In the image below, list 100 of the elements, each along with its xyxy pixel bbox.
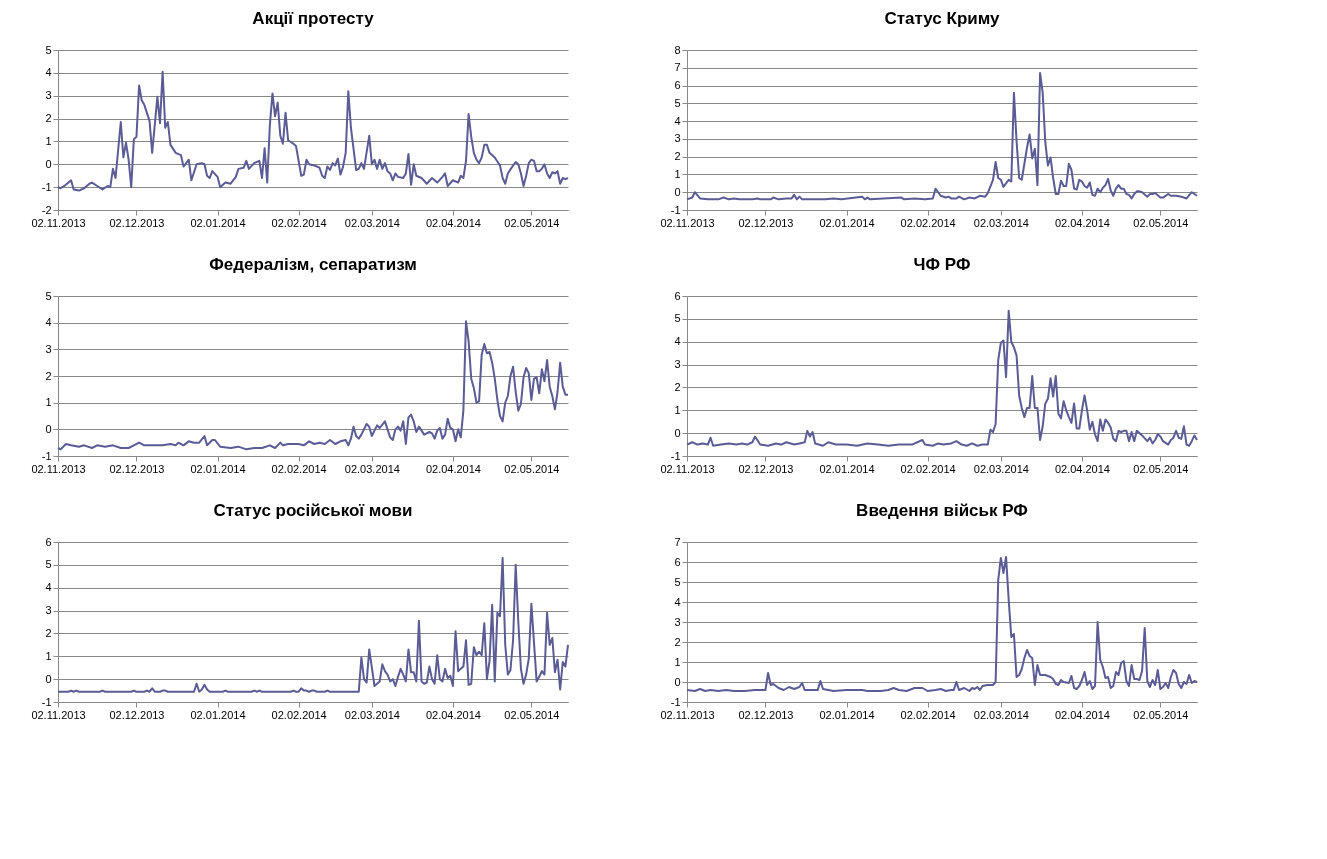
x-tick-label: 02.05.2014	[1133, 216, 1189, 229]
y-tick-label: 2	[674, 380, 681, 393]
x-tick-label: 02.03.2014	[344, 216, 400, 229]
y-tick-label: 5	[45, 558, 52, 571]
x-tick-label: 02.02.2014	[900, 462, 956, 475]
x-tick-label: 02.04.2014	[1054, 708, 1110, 721]
y-tick-label: 3	[45, 604, 52, 617]
x-tick-label: 02.04.2014	[1054, 216, 1110, 229]
y-tick-label: -1	[41, 695, 52, 708]
y-tick-label: 6	[45, 535, 52, 548]
x-tick-label: 02.12.2013	[109, 708, 165, 721]
y-tick-label: -1	[41, 449, 52, 462]
x-tick-label: 02.03.2014	[344, 462, 400, 475]
x-tick-label: 02.05.2014	[504, 462, 560, 475]
chart-title: Акції протесту	[252, 9, 375, 28]
y-tick-label: 3	[45, 89, 52, 102]
y-tick-label: 4	[674, 335, 681, 348]
x-tick-label: 02.01.2014	[819, 708, 875, 721]
chart-title: Статус російської мови	[213, 501, 413, 520]
x-tick-label: 02.12.2013	[738, 708, 794, 721]
chart-title: Федералізм, сепаратизм	[209, 255, 417, 274]
x-tick-label: 02.05.2014	[504, 708, 560, 721]
y-tick-label: 8	[674, 43, 681, 56]
y-tick-label: 4	[45, 581, 52, 594]
y-tick-label: 4	[674, 114, 681, 127]
x-tick-label: 02.02.2014	[271, 462, 327, 475]
x-tick-label: 02.12.2013	[109, 462, 165, 475]
y-tick-label: 6	[674, 555, 681, 568]
x-tick-label: 02.11.2013	[31, 216, 86, 229]
x-tick-label: 02.05.2014	[1133, 462, 1189, 475]
x-tick-label: 02.12.2013	[738, 216, 794, 229]
y-tick-label: 0	[674, 185, 681, 198]
x-tick-label: 02.03.2014	[973, 462, 1029, 475]
y-tick-label: 4	[674, 595, 681, 608]
y-tick-label: 2	[45, 626, 52, 639]
x-tick-label: 02.04.2014	[1054, 462, 1110, 475]
line-series	[686, 556, 1198, 692]
y-tick-label: 3	[45, 342, 52, 355]
x-tick-label: 02.04.2014	[425, 216, 481, 229]
y-tick-label: 3	[674, 132, 681, 145]
y-tick-label: 4	[45, 66, 52, 79]
y-tick-label: 1	[45, 134, 52, 147]
y-tick-label: -1	[670, 695, 681, 708]
line-series	[686, 309, 1198, 447]
x-tick-label: 02.01.2014	[190, 708, 246, 721]
y-tick-label: 1	[674, 403, 681, 416]
y-tick-label: 1	[45, 649, 52, 662]
y-tick-label: -1	[41, 180, 52, 193]
y-tick-label: 1	[674, 655, 681, 668]
line-series	[57, 70, 569, 192]
y-tick-label: 2	[45, 369, 52, 382]
x-tick-label: 02.05.2014	[504, 216, 560, 229]
chart-title: Статус Криму	[884, 9, 1001, 28]
y-tick-label: 7	[674, 535, 681, 548]
line-series	[686, 72, 1198, 201]
x-tick-label: 02.11.2013	[660, 708, 715, 721]
x-tick-label: 02.03.2014	[973, 708, 1029, 721]
y-tick-label: 2	[674, 150, 681, 163]
x-tick-label: 02.02.2014	[271, 708, 327, 721]
y-tick-label: 4	[45, 316, 52, 329]
x-tick-label: 02.01.2014	[819, 462, 875, 475]
x-tick-label: 02.04.2014	[425, 462, 481, 475]
y-tick-label: 1	[674, 167, 681, 180]
y-tick-label: 0	[45, 672, 52, 685]
y-tick-label: 5	[674, 575, 681, 588]
y-tick-label: 1	[45, 396, 52, 409]
y-tick-label: 6	[674, 79, 681, 92]
chart-title: ЧФ РФ	[913, 255, 971, 274]
y-tick-label: 2	[45, 112, 52, 125]
x-tick-label: 02.11.2013	[660, 462, 715, 475]
y-tick-label: 5	[45, 43, 52, 56]
y-tick-label: 6	[674, 289, 681, 302]
x-tick-label: 02.11.2013	[31, 462, 86, 475]
x-tick-label: 02.12.2013	[109, 216, 165, 229]
y-tick-label: -1	[670, 203, 681, 216]
x-tick-label: 02.03.2014	[973, 216, 1029, 229]
x-tick-label: 02.11.2013	[660, 216, 715, 229]
y-tick-label: 3	[674, 358, 681, 371]
x-tick-label: 02.01.2014	[190, 462, 246, 475]
x-tick-label: 02.05.2014	[1133, 708, 1189, 721]
x-tick-label: 02.11.2013	[31, 708, 86, 721]
y-tick-label: 0	[674, 675, 681, 688]
x-tick-label: 02.02.2014	[900, 708, 956, 721]
x-tick-label: 02.12.2013	[738, 462, 794, 475]
x-tick-label: 02.04.2014	[425, 708, 481, 721]
y-tick-label: 0	[45, 422, 52, 435]
y-tick-label: 0	[45, 157, 52, 170]
y-tick-label: 0	[674, 426, 681, 439]
x-tick-label: 02.01.2014	[819, 216, 875, 229]
chart-title: Введення військ РФ	[856, 501, 1028, 520]
y-tick-label: 5	[45, 289, 52, 302]
x-tick-label: 02.01.2014	[190, 216, 246, 229]
x-tick-label: 02.02.2014	[271, 216, 327, 229]
line-series	[57, 557, 569, 693]
y-tick-label: -1	[670, 449, 681, 462]
y-tick-label: 2	[674, 635, 681, 648]
line-series	[57, 320, 569, 451]
x-tick-label: 02.02.2014	[900, 216, 956, 229]
y-tick-label: 3	[674, 615, 681, 628]
x-tick-label: 02.03.2014	[344, 708, 400, 721]
